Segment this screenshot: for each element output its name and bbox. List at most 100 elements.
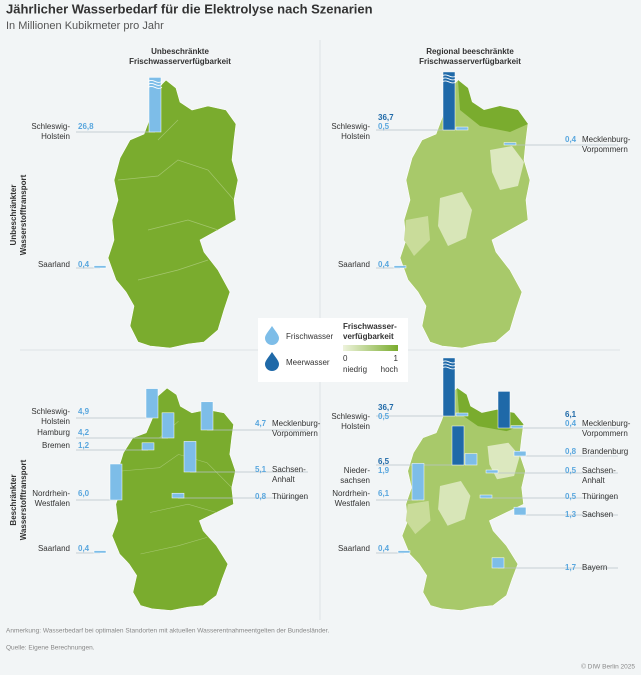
value-label: 0,5	[378, 412, 390, 421]
value-label: 6,5	[378, 457, 390, 466]
column-header: Frischwasserverfügbarkeit	[419, 57, 521, 66]
value-label: 0,5	[565, 466, 577, 475]
bar	[183, 441, 197, 473]
axis-break	[441, 77, 457, 81]
column-header: Regional beeschränkte	[426, 47, 514, 56]
axis-break	[441, 363, 457, 367]
legend-drop	[265, 326, 279, 345]
row-header: Beschränkter	[9, 474, 18, 525]
state-borders	[117, 119, 235, 281]
bar	[145, 388, 159, 419]
bar	[491, 557, 505, 569]
axis-break	[441, 360, 457, 364]
source: Quelle: Eigene Berechnungen.	[6, 645, 95, 652]
value-label: 36,7	[378, 403, 394, 412]
state-borders	[121, 420, 232, 555]
bar	[510, 425, 524, 429]
copyright: © DIW Berlin 2025	[581, 663, 635, 671]
value-label: 4,7	[255, 419, 267, 428]
bar	[200, 401, 214, 431]
region-name: Holstein	[341, 132, 370, 141]
value-label: 4,9	[78, 407, 90, 416]
value-label: 1,7	[565, 563, 577, 572]
bar	[485, 469, 499, 474]
bar	[442, 357, 456, 417]
value-label: 0,5	[565, 492, 577, 501]
legend-title: Frischwasser-	[343, 322, 397, 331]
value-label: 1,3	[565, 510, 577, 519]
value-label: 0,5	[378, 122, 390, 131]
bar	[397, 550, 411, 554]
axis-break	[441, 80, 457, 84]
bar	[141, 442, 155, 451]
region-name: Vorpommern	[582, 145, 628, 154]
axis-break	[441, 74, 457, 78]
region-name: Schleswig-	[331, 122, 370, 131]
region-name: Sachsen-	[272, 465, 306, 474]
bar	[109, 463, 123, 501]
note: Anmerkung: Wasserbedarf bei optimalen St…	[6, 628, 329, 635]
axis-break	[147, 79, 163, 83]
region-name: Saarland	[338, 260, 370, 269]
region-name: Mecklenburg-	[582, 419, 631, 428]
value-label: 1,2	[78, 441, 90, 450]
germany	[107, 79, 239, 349]
bar	[455, 412, 469, 417]
bar	[93, 550, 107, 554]
region-name: sachsen	[340, 476, 370, 485]
bar	[161, 412, 175, 439]
legend-scale: 0	[343, 354, 348, 363]
region-name: Thüringen	[582, 492, 618, 501]
region-name: Nieder-	[344, 466, 371, 475]
value-label: 6,0	[78, 489, 90, 498]
value-label: 0,4	[565, 419, 577, 428]
row-header: Wasserstofftransport	[19, 459, 28, 540]
value-label: 5,1	[255, 465, 267, 474]
region-name: Nordrhein-	[32, 489, 70, 498]
value-label: 0,4	[565, 135, 577, 144]
axis-break	[441, 366, 457, 370]
value-label: 6,1	[378, 489, 390, 498]
region-low	[438, 480, 471, 526]
bar	[393, 265, 407, 269]
region-name: Vorpommern	[582, 429, 628, 438]
region-name: Brandenburg	[582, 447, 628, 456]
region-name: Holstein	[41, 132, 70, 141]
region-name: Mecklenburg-	[272, 419, 321, 428]
legend-title: verfügbarkeit	[343, 332, 394, 341]
bar	[148, 77, 162, 133]
value-label: 0,4	[378, 260, 390, 269]
map	[107, 79, 239, 349]
value-label: 0,4	[378, 544, 390, 553]
region-name: Saarland	[38, 544, 70, 553]
value-label: 26,8	[78, 122, 94, 131]
region-name: Mecklenburg-	[582, 135, 631, 144]
legend-drop	[265, 352, 279, 371]
value-label: 6,1	[565, 410, 577, 419]
legend-gradient	[343, 345, 398, 351]
region-name: Saarland	[338, 544, 370, 553]
legend-scale: 1	[394, 354, 399, 363]
column-header: Frischwasserverfügbarkeit	[129, 57, 231, 66]
region-name: Schleswig-	[31, 407, 70, 416]
column-header: Unbeschränkte	[151, 47, 209, 56]
legend-scale-label: hoch	[381, 365, 398, 374]
legend-label: Meerwasser	[286, 358, 330, 367]
region-name: Hamburg	[37, 428, 70, 437]
region-name: Saarland	[38, 260, 70, 269]
region-name: Westfalen	[35, 499, 70, 508]
region-name: Anhalt	[582, 476, 605, 485]
region-name: Anhalt	[272, 475, 295, 484]
region-low	[405, 500, 431, 535]
value-label: 0,4	[78, 544, 90, 553]
bar	[455, 126, 469, 131]
axis-break	[147, 85, 163, 89]
map	[399, 79, 531, 349]
bar	[93, 265, 107, 269]
region-name: Vorpommern	[272, 429, 318, 438]
region-name: Westfalen	[335, 499, 370, 508]
region-low	[404, 216, 430, 256]
bar	[411, 463, 425, 501]
value-label: 0,4	[78, 260, 90, 269]
